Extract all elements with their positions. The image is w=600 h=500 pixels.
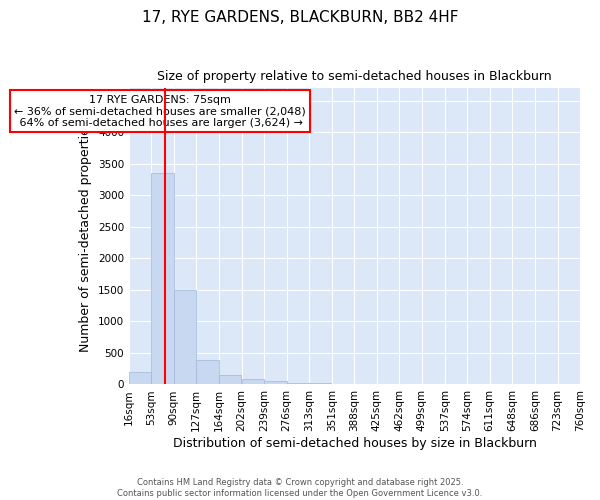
Text: 17 RYE GARDENS: 75sqm  
← 36% of semi-detached houses are smaller (2,048)
 64% o: 17 RYE GARDENS: 75sqm ← 36% of semi-deta… [14, 94, 306, 128]
Bar [309, 383, 331, 384]
Bar [242, 380, 264, 384]
Text: 17, RYE GARDENS, BLACKBURN, BB2 4HF: 17, RYE GARDENS, BLACKBURN, BB2 4HF [142, 10, 458, 25]
Bar [287, 382, 309, 384]
Bar [129, 372, 151, 384]
Title: Size of property relative to semi-detached houses in Blackburn: Size of property relative to semi-detach… [157, 70, 552, 83]
Bar [196, 360, 219, 384]
Text: Contains HM Land Registry data © Crown copyright and database right 2025.
Contai: Contains HM Land Registry data © Crown c… [118, 478, 482, 498]
Y-axis label: Number of semi-detached properties: Number of semi-detached properties [79, 120, 92, 352]
Bar [264, 381, 287, 384]
Bar [219, 374, 241, 384]
Bar [151, 173, 174, 384]
X-axis label: Distribution of semi-detached houses by size in Blackburn: Distribution of semi-detached houses by … [173, 437, 536, 450]
Bar [174, 290, 196, 384]
